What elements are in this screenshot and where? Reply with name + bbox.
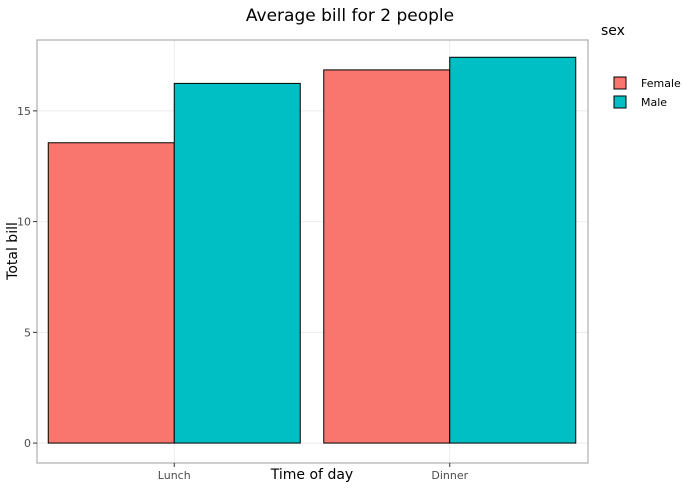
legend-items: Female Male [613,76,681,109]
chart-title: Average bill for 2 people [246,6,454,26]
legend: sex Female Male [601,23,681,109]
bars-layer [47,56,577,444]
x-tick-label: Lunch [158,469,191,482]
legend-label-female: Female [641,77,681,90]
legend-swatch-male [613,95,627,109]
legend-swatch-female [613,76,627,90]
legend-title: sex [601,23,625,39]
y-axis-title: Total bill [5,222,21,281]
bar-male-lunch [173,82,301,444]
plot-panel-border [36,39,589,464]
y-tick-label: 5 [24,326,31,339]
y-tick-label: 0 [24,437,31,450]
y-tick-label: 15 [17,105,31,118]
y-tick-label: 10 [17,216,31,229]
bar-female-lunch [47,142,175,444]
bar-male-dinner [449,56,577,444]
x-tick-label: Dinner [431,469,468,482]
legend-label-male: Male [641,96,667,109]
bar-female-dinner [323,69,451,444]
ticks-layer: 0 5 10 15 Lunch Dinner [17,105,469,482]
x-axis-title: Time of day [270,467,353,483]
